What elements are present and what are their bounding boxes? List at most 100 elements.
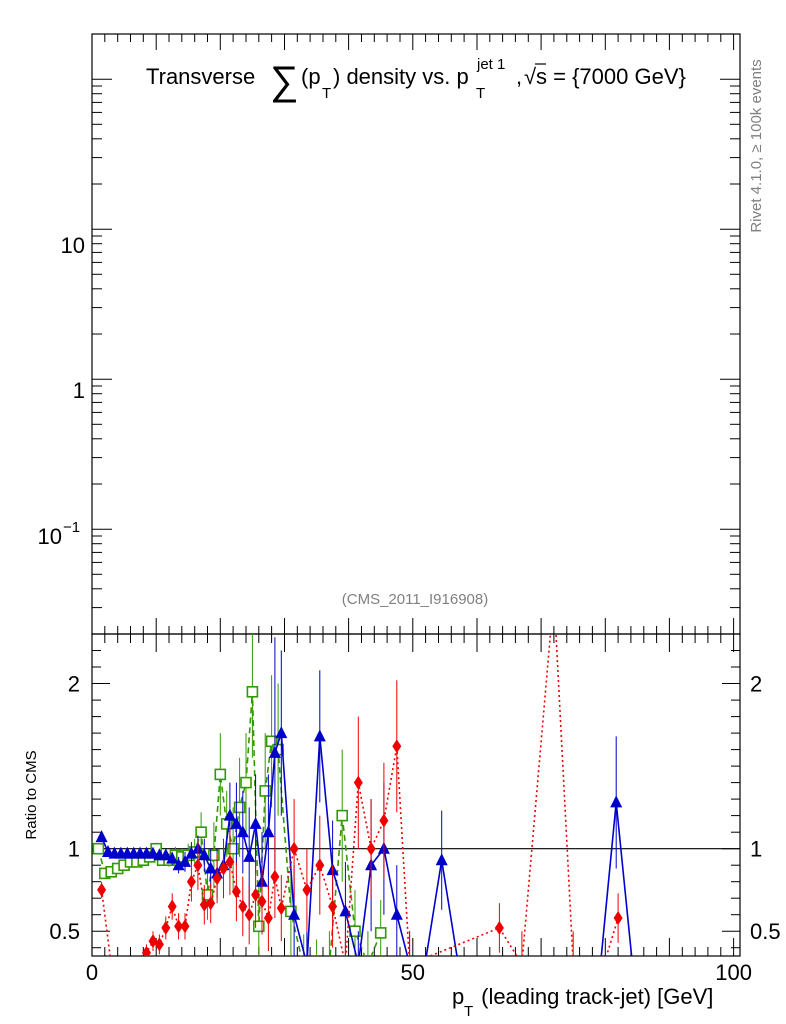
x-axis-label-p: p [452, 984, 464, 1009]
data-point [208, 849, 220, 862]
ratio-y-tick-label-2: 2 [68, 672, 80, 697]
title-after: ) density vs. p [333, 64, 469, 89]
data-point [494, 920, 504, 935]
data-point [339, 904, 352, 917]
data-point [219, 861, 228, 876]
ratio-panel-frame [91, 633, 741, 957]
main-y-ticks [91, 33, 740, 635]
data-point [230, 816, 243, 829]
ratio-y-tick-label-1: 1 [68, 837, 80, 862]
title-sum-symbol: ∑ [270, 59, 299, 103]
ratio-y-tick-labels: 2 1 0.5 2 1 0.5 [49, 672, 780, 945]
data-point [172, 858, 185, 871]
data-point [569, 957, 578, 971]
series-green [92, 634, 387, 973]
data-point [301, 957, 313, 969]
ratio-y-tick-label-0p5: 0.5 [49, 919, 80, 944]
data-point [97, 882, 107, 897]
data-point [214, 768, 227, 781]
data-point [201, 889, 214, 901]
rivet-side-label: Rivet 4.1.0, ≥ 100k events [748, 59, 765, 232]
data-point [265, 735, 278, 748]
chart-title: Transverse ∑ (p T ) density vs. p T jet … [146, 56, 686, 103]
data-point [179, 854, 191, 867]
x-axis-label: p T (leading track-jet) [GeV] [452, 984, 713, 1020]
data-point [379, 813, 389, 828]
data-point [341, 957, 350, 971]
data-point [223, 808, 236, 821]
data-point [302, 882, 312, 897]
x-axis-label-t: T [464, 1003, 473, 1020]
data-point [132, 961, 141, 975]
data-point [263, 911, 273, 925]
data-point [204, 861, 217, 874]
data-point [154, 937, 164, 952]
y-tick-label-1: 1 [73, 378, 85, 403]
data-point [549, 511, 558, 525]
title-comma: , [516, 64, 522, 89]
data-point [276, 901, 286, 916]
data-point [212, 871, 222, 886]
ratio-y-tick-label-1-right: 1 [750, 837, 762, 862]
data-point [193, 858, 203, 873]
data-point [233, 801, 246, 814]
data-point [262, 825, 275, 838]
y-tick-label-10: 10 [61, 233, 85, 258]
analysis-label: (CMS_2011_I916908) [342, 591, 488, 608]
data-point [166, 851, 179, 864]
data-point [95, 830, 108, 843]
y-tick-label-0p1-base: 10 [38, 524, 62, 549]
data-point [392, 739, 402, 754]
title-mid: (p [301, 64, 321, 89]
data-point [363, 959, 373, 969]
ratio-x-tick-labels: 0 50 100 [86, 960, 752, 985]
data-point [435, 853, 448, 866]
data-point [167, 899, 177, 914]
data-point [610, 795, 623, 808]
data-point [270, 869, 280, 884]
title-end: s = {7000 GeV} [536, 64, 686, 89]
data-point [185, 846, 198, 859]
data-point [353, 775, 363, 790]
title-sqrt-symbol: √ [524, 64, 537, 89]
data-point [352, 957, 364, 969]
data-point [517, 957, 526, 971]
data-point [186, 874, 196, 889]
data-point [107, 957, 116, 971]
ratio-y-tick-label-2-right: 2 [750, 672, 762, 697]
y-tick-label-0p1-exp: −1 [63, 519, 80, 536]
data-point [251, 887, 261, 902]
ratio-ticks [91, 634, 740, 956]
data-point [366, 841, 376, 856]
data-point [336, 809, 349, 822]
data-point [159, 848, 172, 861]
data-point [199, 897, 209, 912]
data-point [246, 685, 259, 698]
title-t2-subscript: T [476, 85, 485, 102]
data-point [142, 945, 151, 956]
x-tick-label-100: 100 [715, 960, 752, 985]
data-point [174, 919, 184, 934]
data-point [268, 745, 281, 758]
data-point [236, 825, 249, 838]
data-point [299, 963, 309, 973]
data-point [198, 848, 211, 861]
data-point [249, 816, 262, 829]
main-y-tick-labels: 10 1 10 −1 [38, 233, 85, 549]
data-point [206, 896, 216, 911]
data-point [315, 858, 325, 873]
data-point [161, 920, 171, 935]
ratio-y-tick-label-0p5-right: 0.5 [750, 919, 781, 944]
data-point [257, 894, 267, 909]
data-point [259, 785, 272, 797]
data-point [231, 884, 241, 899]
data-point [243, 849, 256, 862]
data-point [227, 842, 239, 855]
data-point [288, 907, 301, 920]
data-point [253, 920, 265, 933]
x-axis-label-rest: (leading track-jet) [GeV] [475, 984, 713, 1009]
title-t-subscript: T [322, 85, 331, 102]
data-point [244, 907, 254, 922]
data-point [390, 907, 403, 920]
